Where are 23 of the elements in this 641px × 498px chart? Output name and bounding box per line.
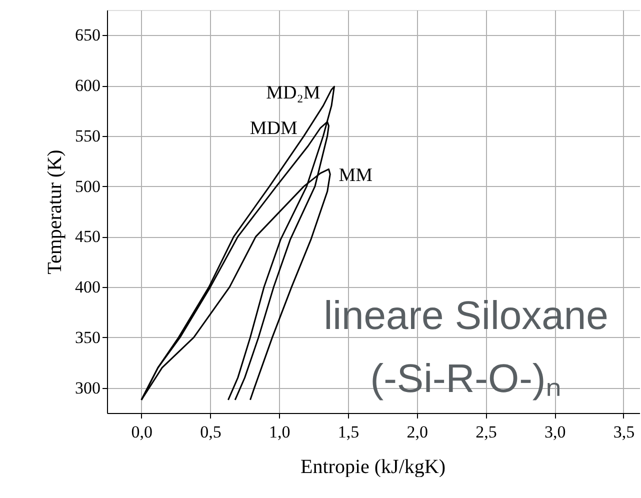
series-label: MDM [250,118,298,139]
x-tick-label: 3,5 [613,422,635,442]
series-label: MM [338,165,373,186]
y-tick-label: 600 [75,76,100,96]
y-tick-label: 400 [75,278,100,297]
x-tick-label: 1,0 [269,422,290,442]
y-tick-label: 350 [75,328,100,347]
x-tick-label: 3,0 [544,422,566,442]
y-tick-label: 300 [75,378,100,398]
x-tick-label: 0,5 [200,422,222,442]
y-axis-title: Temperatur (K) [44,150,66,274]
series-label: MD₂M [266,82,320,104]
x-tick-label: 1,5 [338,422,360,442]
x-axis-title: Entropie (kJ/kgK) [300,456,446,478]
annotation: lineare Siloxane [324,294,608,338]
y-tick-label: 500 [75,176,100,196]
x-tick-label: 0,0 [131,422,153,442]
x-tick-label: 2,5 [476,422,497,442]
y-tick-label: 450 [75,227,100,246]
y-tick-label: 550 [75,126,100,146]
annotation: (-Si-R-O-)ₙ [370,357,562,401]
y-tick-label: 650 [75,26,100,45]
x-tick-label: 2,0 [406,422,428,442]
